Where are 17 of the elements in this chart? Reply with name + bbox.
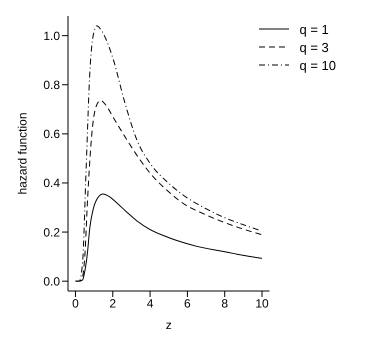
y-tick-label: 1.0 (43, 28, 60, 43)
x-tick-label: 6 (184, 296, 192, 311)
y-tick-label: 0.6 (43, 127, 60, 142)
y-tick-label: 0.0 (43, 274, 60, 288)
y-tick-label: 0.8 (43, 78, 60, 92)
legend-label: q = 3 (299, 40, 329, 54)
x-tick-label: 4 (146, 296, 154, 311)
x-tick-label: 0 (72, 296, 80, 311)
legend-label: q = 1 (299, 22, 329, 36)
y-tick-label: 0.2 (43, 225, 60, 240)
x-tick-label: 10 (255, 296, 270, 311)
x-axis-title: z (166, 318, 172, 332)
y-tick-label: 0.4 (43, 176, 60, 190)
y-axis-title: hazard function (15, 112, 30, 195)
x-tick-label: 8 (221, 296, 228, 311)
legend-label: q = 10 (299, 58, 336, 72)
x-tick-label: 2 (109, 296, 116, 311)
